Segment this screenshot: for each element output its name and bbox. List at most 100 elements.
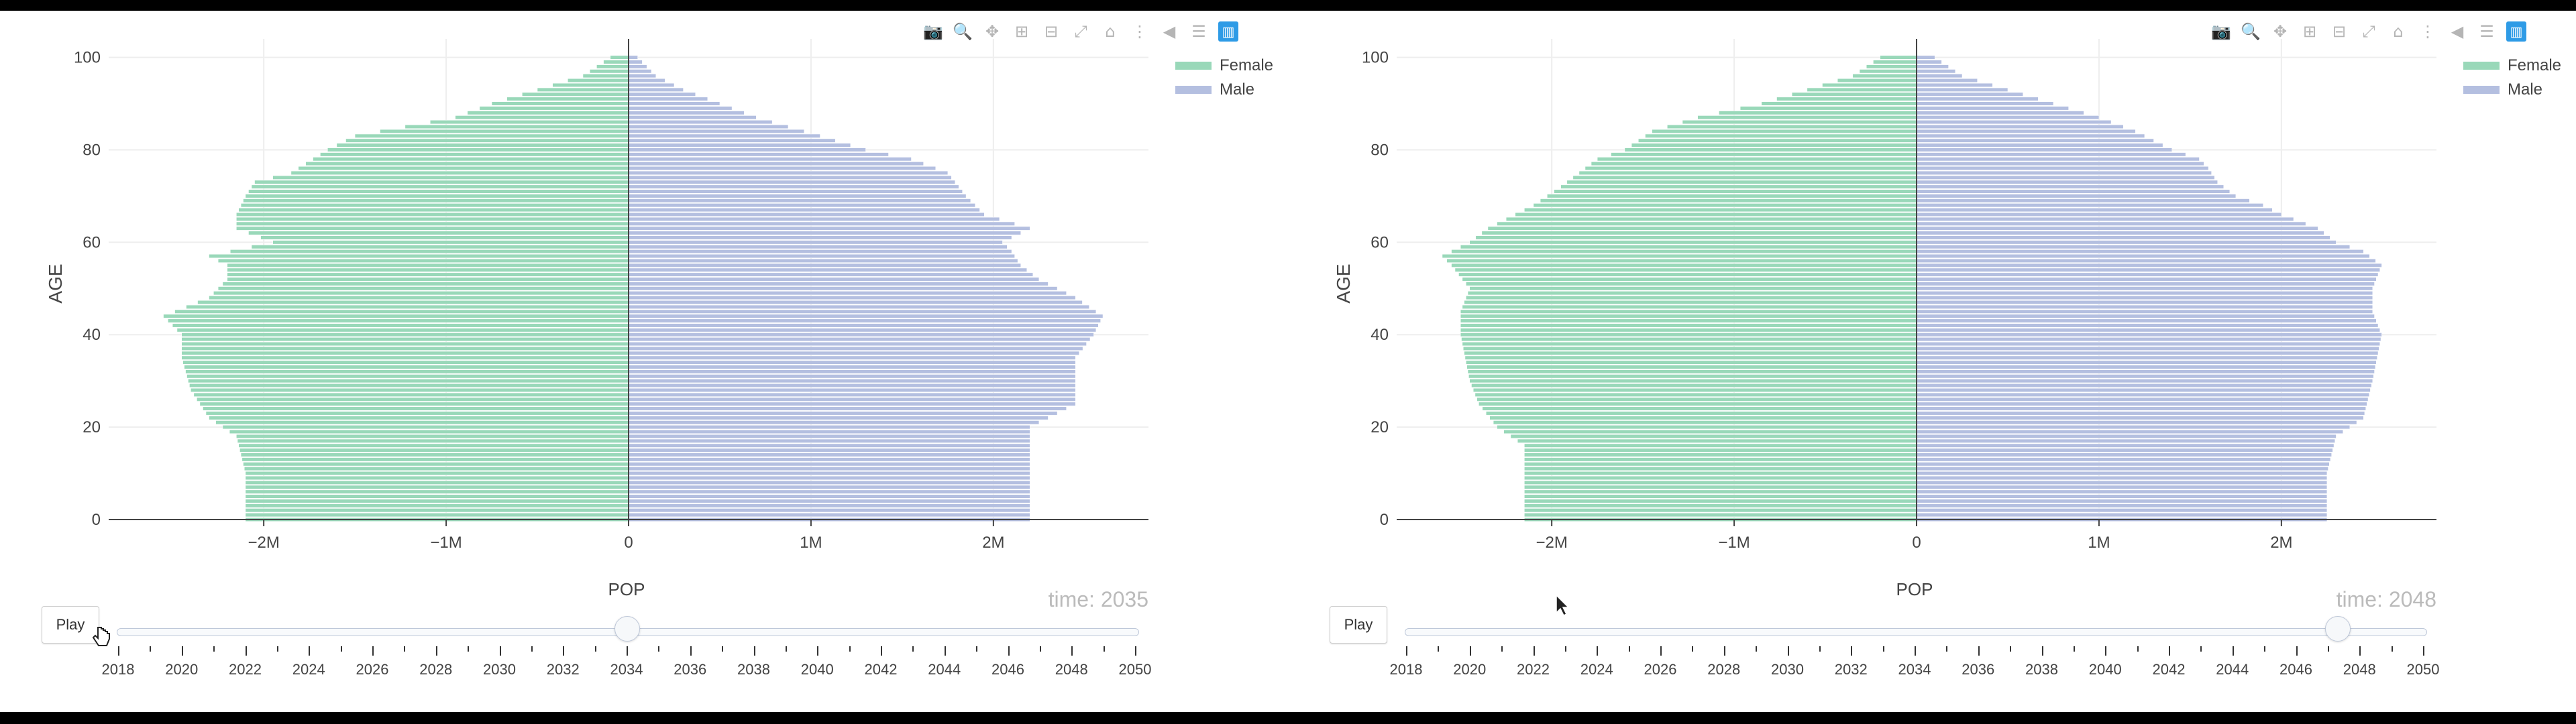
bar-male-age-87[interactable] — [1916, 115, 2100, 120]
bar-female-age-23[interactable] — [1485, 411, 1917, 416]
bar-female-age-96[interactable] — [582, 74, 629, 78]
plotly-logo-icon[interactable]: ▥ — [1218, 21, 1238, 42]
bar-male-age-84[interactable] — [1916, 129, 2136, 133]
bar-male-age-37[interactable] — [1916, 346, 2379, 351]
zoom-icon[interactable]: 🔍 — [953, 22, 973, 41]
bar-male-age-14[interactable] — [628, 452, 1030, 457]
bar-female-age-83[interactable] — [1645, 133, 1917, 138]
bar-male-age-45[interactable] — [1916, 309, 2373, 314]
bar-female-age-94[interactable] — [552, 82, 629, 87]
autoscale-icon[interactable]: ⤢ — [1074, 22, 1087, 41]
bar-female-age-15[interactable] — [1524, 448, 1917, 452]
play-button[interactable]: Play — [42, 606, 99, 644]
bar-female-age-5[interactable] — [245, 494, 629, 499]
bar-male-age-33[interactable] — [628, 365, 1076, 369]
bar-male-age-96[interactable] — [1916, 74, 1963, 78]
bar-female-age-46[interactable] — [1462, 304, 1917, 309]
bar-female-age-10[interactable] — [1524, 471, 1917, 476]
bar-female-age-79[interactable] — [320, 152, 629, 157]
bar-male-age-64[interactable] — [1916, 221, 2306, 226]
slider-year-label[interactable]: 2034 — [610, 661, 643, 678]
bar-female-age-62[interactable] — [248, 231, 629, 235]
slider-year-label[interactable]: 2036 — [674, 661, 707, 678]
slider-year-label[interactable]: 2018 — [101, 661, 135, 678]
legend-item-male[interactable]: Male — [2463, 78, 2561, 102]
bar-female-age-91[interactable] — [1776, 97, 1917, 101]
bar-female-age-87[interactable] — [455, 115, 629, 120]
bar-male-age-27[interactable] — [628, 392, 1076, 397]
bar-female-age-56[interactable] — [217, 258, 629, 263]
bar-male-age-13[interactable] — [628, 457, 1030, 462]
bar-female-age-40[interactable] — [1460, 333, 1917, 337]
bar-female-age-48[interactable] — [1466, 296, 1917, 300]
bar-male-age-60[interactable] — [1916, 240, 2337, 245]
bar-female-age-98[interactable] — [1866, 64, 1917, 69]
bar-female-age-21[interactable] — [1493, 420, 1917, 425]
bar-male-age-25[interactable] — [628, 402, 1076, 406]
bar-male-age-50[interactable] — [628, 286, 1058, 291]
bar-female-age-73[interactable] — [254, 180, 629, 184]
bar-female-age-62[interactable] — [1481, 231, 1917, 235]
bar-female-age-38[interactable] — [181, 342, 629, 347]
slider-year-label[interactable]: 2022 — [229, 661, 262, 678]
bar-female-age-82[interactable] — [1638, 138, 1917, 143]
bar-female-age-91[interactable] — [506, 97, 629, 101]
camera-icon[interactable]: 📷 — [923, 22, 943, 41]
bar-female-age-53[interactable] — [1458, 272, 1917, 277]
slider-year-label[interactable]: 2026 — [1644, 661, 1677, 678]
bar-female-age-52[interactable] — [227, 277, 629, 282]
bar-male-age-24[interactable] — [628, 406, 1067, 411]
bar-female-age-20[interactable] — [222, 425, 629, 430]
bar-male-age-68[interactable] — [628, 203, 975, 208]
slider-year-label[interactable]: 2040 — [2088, 661, 2122, 678]
bar-female-age-72[interactable] — [1560, 184, 1917, 189]
bar-female-age-15[interactable] — [239, 448, 629, 452]
bar-male-age-65[interactable] — [628, 217, 1000, 221]
bar-male-age-85[interactable] — [628, 124, 789, 129]
bar-female-age-37[interactable] — [1463, 346, 1917, 351]
bar-female-age-31[interactable] — [186, 374, 629, 379]
bar-female-age-92[interactable] — [522, 92, 629, 97]
bar-male-age-40[interactable] — [1916, 333, 2382, 337]
bar-male-age-10[interactable] — [1916, 471, 2328, 476]
bar-male-age-88[interactable] — [1916, 111, 2084, 115]
bar-male-age-11[interactable] — [628, 467, 1030, 471]
bar-male-age-50[interactable] — [1916, 286, 2373, 291]
bar-male-age-22[interactable] — [1916, 416, 2364, 420]
slider-year-label[interactable]: 2034 — [1898, 661, 1931, 678]
bar-female-age-69[interactable] — [243, 198, 629, 203]
bar-female-age-45[interactable] — [174, 309, 629, 314]
bar-male-age-3[interactable] — [628, 503, 1030, 508]
bar-female-age-86[interactable] — [430, 120, 629, 125]
bar-female-age-44[interactable] — [163, 314, 629, 318]
slider-year-label[interactable]: 2032 — [546, 661, 580, 678]
bar-female-age-45[interactable] — [1460, 309, 1917, 314]
bar-female-age-25[interactable] — [1479, 402, 1917, 406]
bar-male-age-7[interactable] — [628, 485, 1030, 489]
bar-male-age-2[interactable] — [1916, 508, 2328, 513]
bar-male-age-53[interactable] — [628, 272, 1034, 277]
zoom-out-icon[interactable]: ⊟ — [2332, 22, 2347, 41]
bar-male-age-21[interactable] — [628, 420, 1040, 425]
bar-male-age-80[interactable] — [1916, 147, 2172, 152]
bar-female-age-76[interactable] — [1585, 166, 1917, 171]
bar-male-age-90[interactable] — [1916, 101, 2054, 106]
bar-male-age-59[interactable] — [1916, 245, 2351, 249]
slider-year-label[interactable]: 2022 — [1517, 661, 1550, 678]
bar-female-age-93[interactable] — [537, 87, 629, 92]
play-button[interactable]: Play — [1330, 606, 1387, 644]
bar-male-age-12[interactable] — [1916, 462, 2330, 467]
bar-male-age-44[interactable] — [628, 314, 1104, 318]
bar-female-age-84[interactable] — [1652, 129, 1917, 133]
hover-compare-icon[interactable]: ☰ — [2479, 22, 2494, 41]
slider-year-label[interactable]: 2038 — [737, 661, 770, 678]
bar-male-age-93[interactable] — [628, 87, 684, 92]
bar-male-age-81[interactable] — [628, 143, 851, 147]
zoom-out-icon[interactable]: ⊟ — [1044, 22, 1059, 41]
bar-female-age-61[interactable] — [1475, 235, 1917, 240]
slider-year-label[interactable]: 2028 — [1707, 661, 1741, 678]
bar-female-age-71[interactable] — [248, 189, 629, 194]
bar-female-age-50[interactable] — [1469, 286, 1917, 291]
bar-female-age-97[interactable] — [589, 69, 629, 74]
bar-female-age-3[interactable] — [245, 503, 629, 508]
